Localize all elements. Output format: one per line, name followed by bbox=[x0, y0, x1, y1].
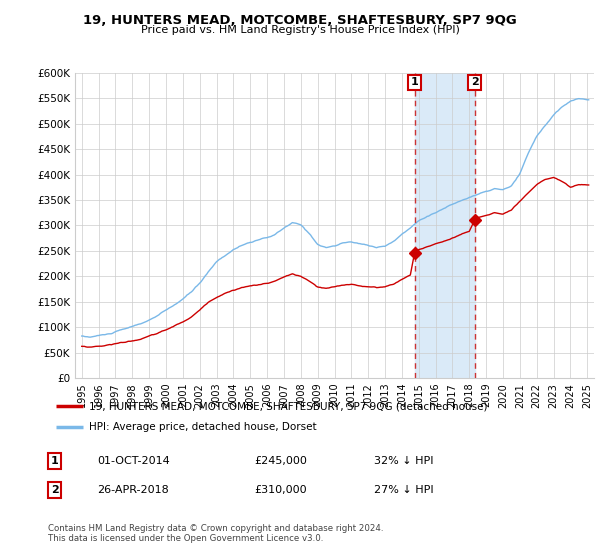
Bar bbox=[415, 73, 475, 378]
Text: 1: 1 bbox=[410, 77, 418, 87]
Text: 27% ↓ HPI: 27% ↓ HPI bbox=[374, 485, 433, 495]
Text: 19, HUNTERS MEAD, MOTCOMBE, SHAFTESBURY, SP7 9QG (detached house): 19, HUNTERS MEAD, MOTCOMBE, SHAFTESBURY,… bbox=[89, 401, 487, 411]
Text: 01-OCT-2014: 01-OCT-2014 bbox=[97, 456, 170, 466]
Text: 2: 2 bbox=[51, 485, 58, 495]
Text: £310,000: £310,000 bbox=[254, 485, 307, 495]
Text: 26-APR-2018: 26-APR-2018 bbox=[97, 485, 169, 495]
Text: Price paid vs. HM Land Registry's House Price Index (HPI): Price paid vs. HM Land Registry's House … bbox=[140, 25, 460, 35]
Text: 19, HUNTERS MEAD, MOTCOMBE, SHAFTESBURY, SP7 9QG: 19, HUNTERS MEAD, MOTCOMBE, SHAFTESBURY,… bbox=[83, 14, 517, 27]
Text: HPI: Average price, detached house, Dorset: HPI: Average price, detached house, Dors… bbox=[89, 422, 316, 432]
Text: £245,000: £245,000 bbox=[254, 456, 307, 466]
Text: Contains HM Land Registry data © Crown copyright and database right 2024.
This d: Contains HM Land Registry data © Crown c… bbox=[48, 524, 383, 543]
Text: 32% ↓ HPI: 32% ↓ HPI bbox=[374, 456, 433, 466]
Text: 2: 2 bbox=[471, 77, 479, 87]
Text: 1: 1 bbox=[51, 456, 58, 466]
